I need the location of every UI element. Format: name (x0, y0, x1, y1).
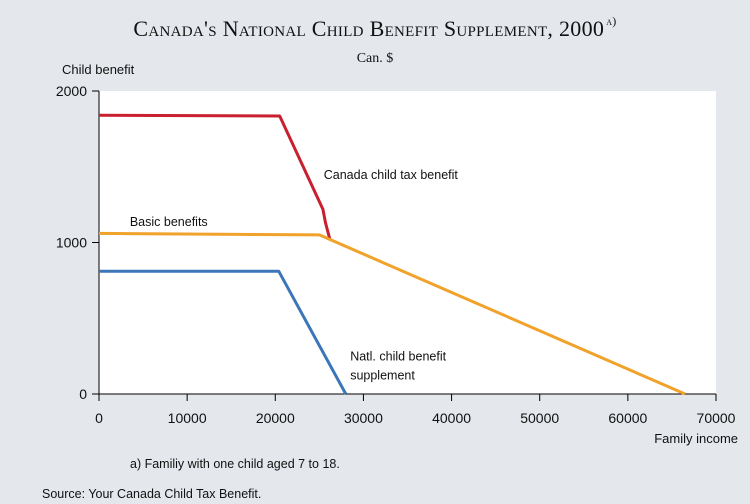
series-line-2 (98, 231, 686, 396)
x-axis-label: Family income (654, 431, 738, 446)
chart-title: Canada's National Child Benefit Suppleme… (0, 14, 750, 42)
title-footnote-marker: a) (606, 14, 617, 28)
series-annotation-2: Basic benefits (130, 215, 208, 229)
x-tick-label: 10000 (168, 410, 207, 426)
series-annotation-1: Canada child tax benefit (324, 168, 459, 182)
series-annotation-3: Natl. child benefit supplement (350, 350, 446, 383)
chart-subtitle: Can. $ (356, 51, 394, 66)
annotation-line: Basic benefits (130, 215, 208, 229)
annotation-line: Canada child tax benefit (324, 168, 459, 182)
y-tick-label: 2000 (56, 83, 87, 99)
y-axis-label: Child benefit (62, 62, 135, 77)
series-line-1 (98, 113, 332, 240)
x-tick-label: 20000 (256, 410, 295, 426)
chart-title-text: Canada's National Child Benefit Suppleme… (133, 16, 605, 41)
x-tick-label: 40000 (432, 410, 471, 426)
annotation-line: Natl. child benefit (350, 350, 446, 364)
x-tick-label: 30000 (344, 410, 383, 426)
footnote: a) Familiy with one child aged 7 to 18. (130, 457, 340, 471)
y-tick-label: 1000 (56, 235, 87, 251)
x-tick-label: 0 (95, 410, 103, 426)
source-note: Source: Your Canada Child Tax Benefit. (42, 487, 262, 501)
annotation-line: supplement (350, 369, 415, 383)
x-tick-label: 50000 (520, 410, 559, 426)
series-line-3 (99, 269, 348, 395)
x-tick-label: 60000 (608, 410, 647, 426)
plot-area (99, 91, 716, 394)
x-tick-label: 70000 (697, 410, 736, 426)
y-tick-label: 0 (79, 386, 87, 402)
